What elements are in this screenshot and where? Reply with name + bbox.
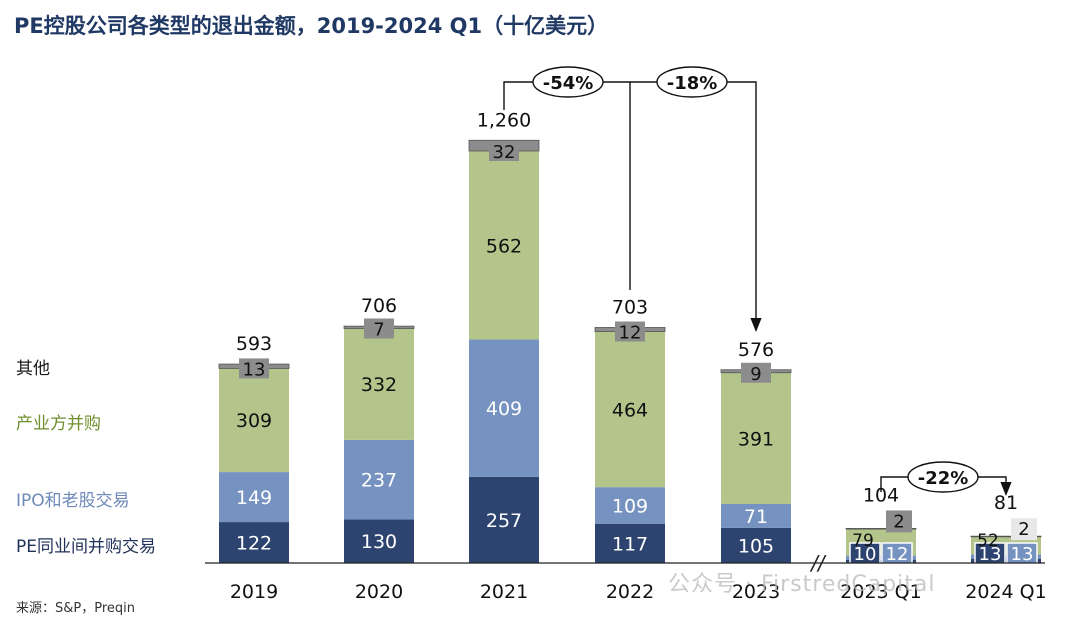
bar-segment-ipo bbox=[721, 503, 791, 528]
bar-segment-pe-secondary bbox=[595, 523, 665, 563]
data-label-ipo: 12 bbox=[886, 544, 909, 565]
x-tick-label: 2019 bbox=[230, 581, 278, 603]
bar-segment-pe-secondary bbox=[971, 558, 1041, 563]
bar-segment-ipo bbox=[595, 487, 665, 524]
source-note: 来源：S&P，Preqin bbox=[16, 601, 135, 616]
bar-segment-ipo bbox=[469, 339, 539, 477]
data-label-pe-secondary: 13 bbox=[979, 544, 1002, 565]
data-label-other: 2 bbox=[893, 511, 904, 532]
bar-segment-other bbox=[970, 535, 1042, 538]
bar-segment-strategic bbox=[595, 331, 665, 488]
pe-value-box bbox=[974, 542, 1006, 565]
other-value-box bbox=[1011, 518, 1037, 541]
data-label-ipo: 149 bbox=[236, 487, 272, 509]
chart-title: PE控股公司各类型的退出金额，2019-2024 Q1（十亿美元） bbox=[14, 14, 609, 38]
annotation-54-label: -54% bbox=[543, 73, 594, 94]
data-label-other: 9 bbox=[750, 364, 761, 385]
data-label-pe-secondary: 10 bbox=[854, 544, 877, 565]
data-label-ipo: 109 bbox=[612, 495, 648, 517]
data-label-pe-secondary: 105 bbox=[738, 535, 774, 557]
data-label-ipo: 71 bbox=[744, 506, 768, 528]
annotation-18-label: -18% bbox=[667, 73, 718, 94]
x-tick-label: 2023 bbox=[732, 581, 780, 603]
data-label-pe-secondary: 117 bbox=[612, 533, 648, 555]
data-label-pe-secondary: 257 bbox=[486, 510, 522, 532]
other-value-box bbox=[886, 510, 912, 533]
other-value-box bbox=[741, 362, 771, 383]
total-label: 703 bbox=[612, 296, 648, 318]
other-value-box bbox=[489, 141, 519, 162]
data-label-ipo: 237 bbox=[361, 470, 397, 492]
data-label-strategic: 332 bbox=[361, 374, 397, 396]
total-label: 81 bbox=[994, 492, 1018, 514]
annotation-54-bubble bbox=[532, 66, 604, 98]
legend-label-strategic: 产业方并购 bbox=[16, 414, 101, 434]
bar-segment-ipo bbox=[971, 554, 1041, 559]
x-tick-label: 2024 Q1 bbox=[965, 581, 1046, 603]
bar-segment-pe-secondary bbox=[469, 476, 539, 563]
bar-segment-ipo bbox=[344, 439, 414, 520]
data-label-other: 2 bbox=[1018, 519, 1029, 540]
bar-segment-strategic bbox=[469, 151, 539, 340]
connector-18 bbox=[630, 81, 762, 332]
data-label-pe-secondary: 130 bbox=[361, 531, 397, 553]
annotation-22-bubble bbox=[907, 461, 979, 493]
bar-segment-pe-secondary bbox=[721, 527, 791, 563]
bar-segment-pe-secondary bbox=[344, 519, 414, 563]
bar-segment-ipo bbox=[219, 472, 289, 523]
data-label-ipo: 409 bbox=[486, 398, 522, 420]
bar-segment-strategic bbox=[344, 328, 414, 440]
pe-value-box bbox=[849, 542, 881, 565]
ipo-value-box bbox=[1006, 542, 1038, 565]
total-label: 593 bbox=[236, 333, 272, 355]
total-label: 1,260 bbox=[477, 109, 531, 131]
ipo-value-box bbox=[881, 542, 913, 565]
data-label-strategic: 52 bbox=[977, 531, 999, 551]
bar-segment-pe-secondary bbox=[846, 559, 916, 563]
x-tick-label: 2021 bbox=[480, 581, 528, 603]
total-label: 706 bbox=[361, 295, 397, 317]
legend-label-other: 其他 bbox=[16, 359, 50, 379]
data-label-other: 12 bbox=[619, 323, 642, 344]
annotation-22-label: -22% bbox=[918, 468, 969, 489]
data-label-other: 32 bbox=[493, 142, 516, 163]
data-label-other: 13 bbox=[243, 359, 266, 380]
data-label-strategic: 562 bbox=[486, 235, 522, 257]
data-label-other: 7 bbox=[373, 319, 384, 340]
watermark: 公众号 · FirstredCapital bbox=[668, 572, 936, 597]
x-tick-label: 2023 Q1 bbox=[840, 581, 921, 603]
x-tick-label: 2022 bbox=[606, 581, 654, 603]
data-label-ipo: 13 bbox=[1011, 544, 1034, 565]
other-value-box bbox=[364, 318, 394, 339]
x-tick-label: 2020 bbox=[355, 581, 403, 603]
data-label-strategic: 391 bbox=[738, 428, 774, 450]
total-label: 576 bbox=[738, 339, 774, 361]
bar-segment-strategic bbox=[219, 368, 289, 473]
data-label-pe-secondary: 122 bbox=[236, 533, 272, 555]
data-label-strategic: 464 bbox=[612, 399, 648, 421]
bar-segment-ipo bbox=[846, 555, 916, 560]
bar-segment-other bbox=[845, 528, 917, 530]
total-label: 104 bbox=[863, 484, 899, 506]
legend-label-ipo: IPO和老股交易 bbox=[16, 491, 130, 511]
bar-segment-pe-secondary bbox=[219, 522, 289, 563]
other-value-box bbox=[239, 358, 269, 379]
other-value-box bbox=[615, 321, 645, 342]
bar-segment-strategic bbox=[721, 372, 791, 504]
axis-break-mark: // bbox=[809, 551, 827, 575]
legend-label-pe-secondary: PE同业间并购交易 bbox=[16, 537, 156, 557]
annotation-18-bubble bbox=[656, 66, 728, 98]
data-label-strategic: 79 bbox=[852, 531, 874, 551]
data-label-strategic: 309 bbox=[236, 410, 272, 432]
